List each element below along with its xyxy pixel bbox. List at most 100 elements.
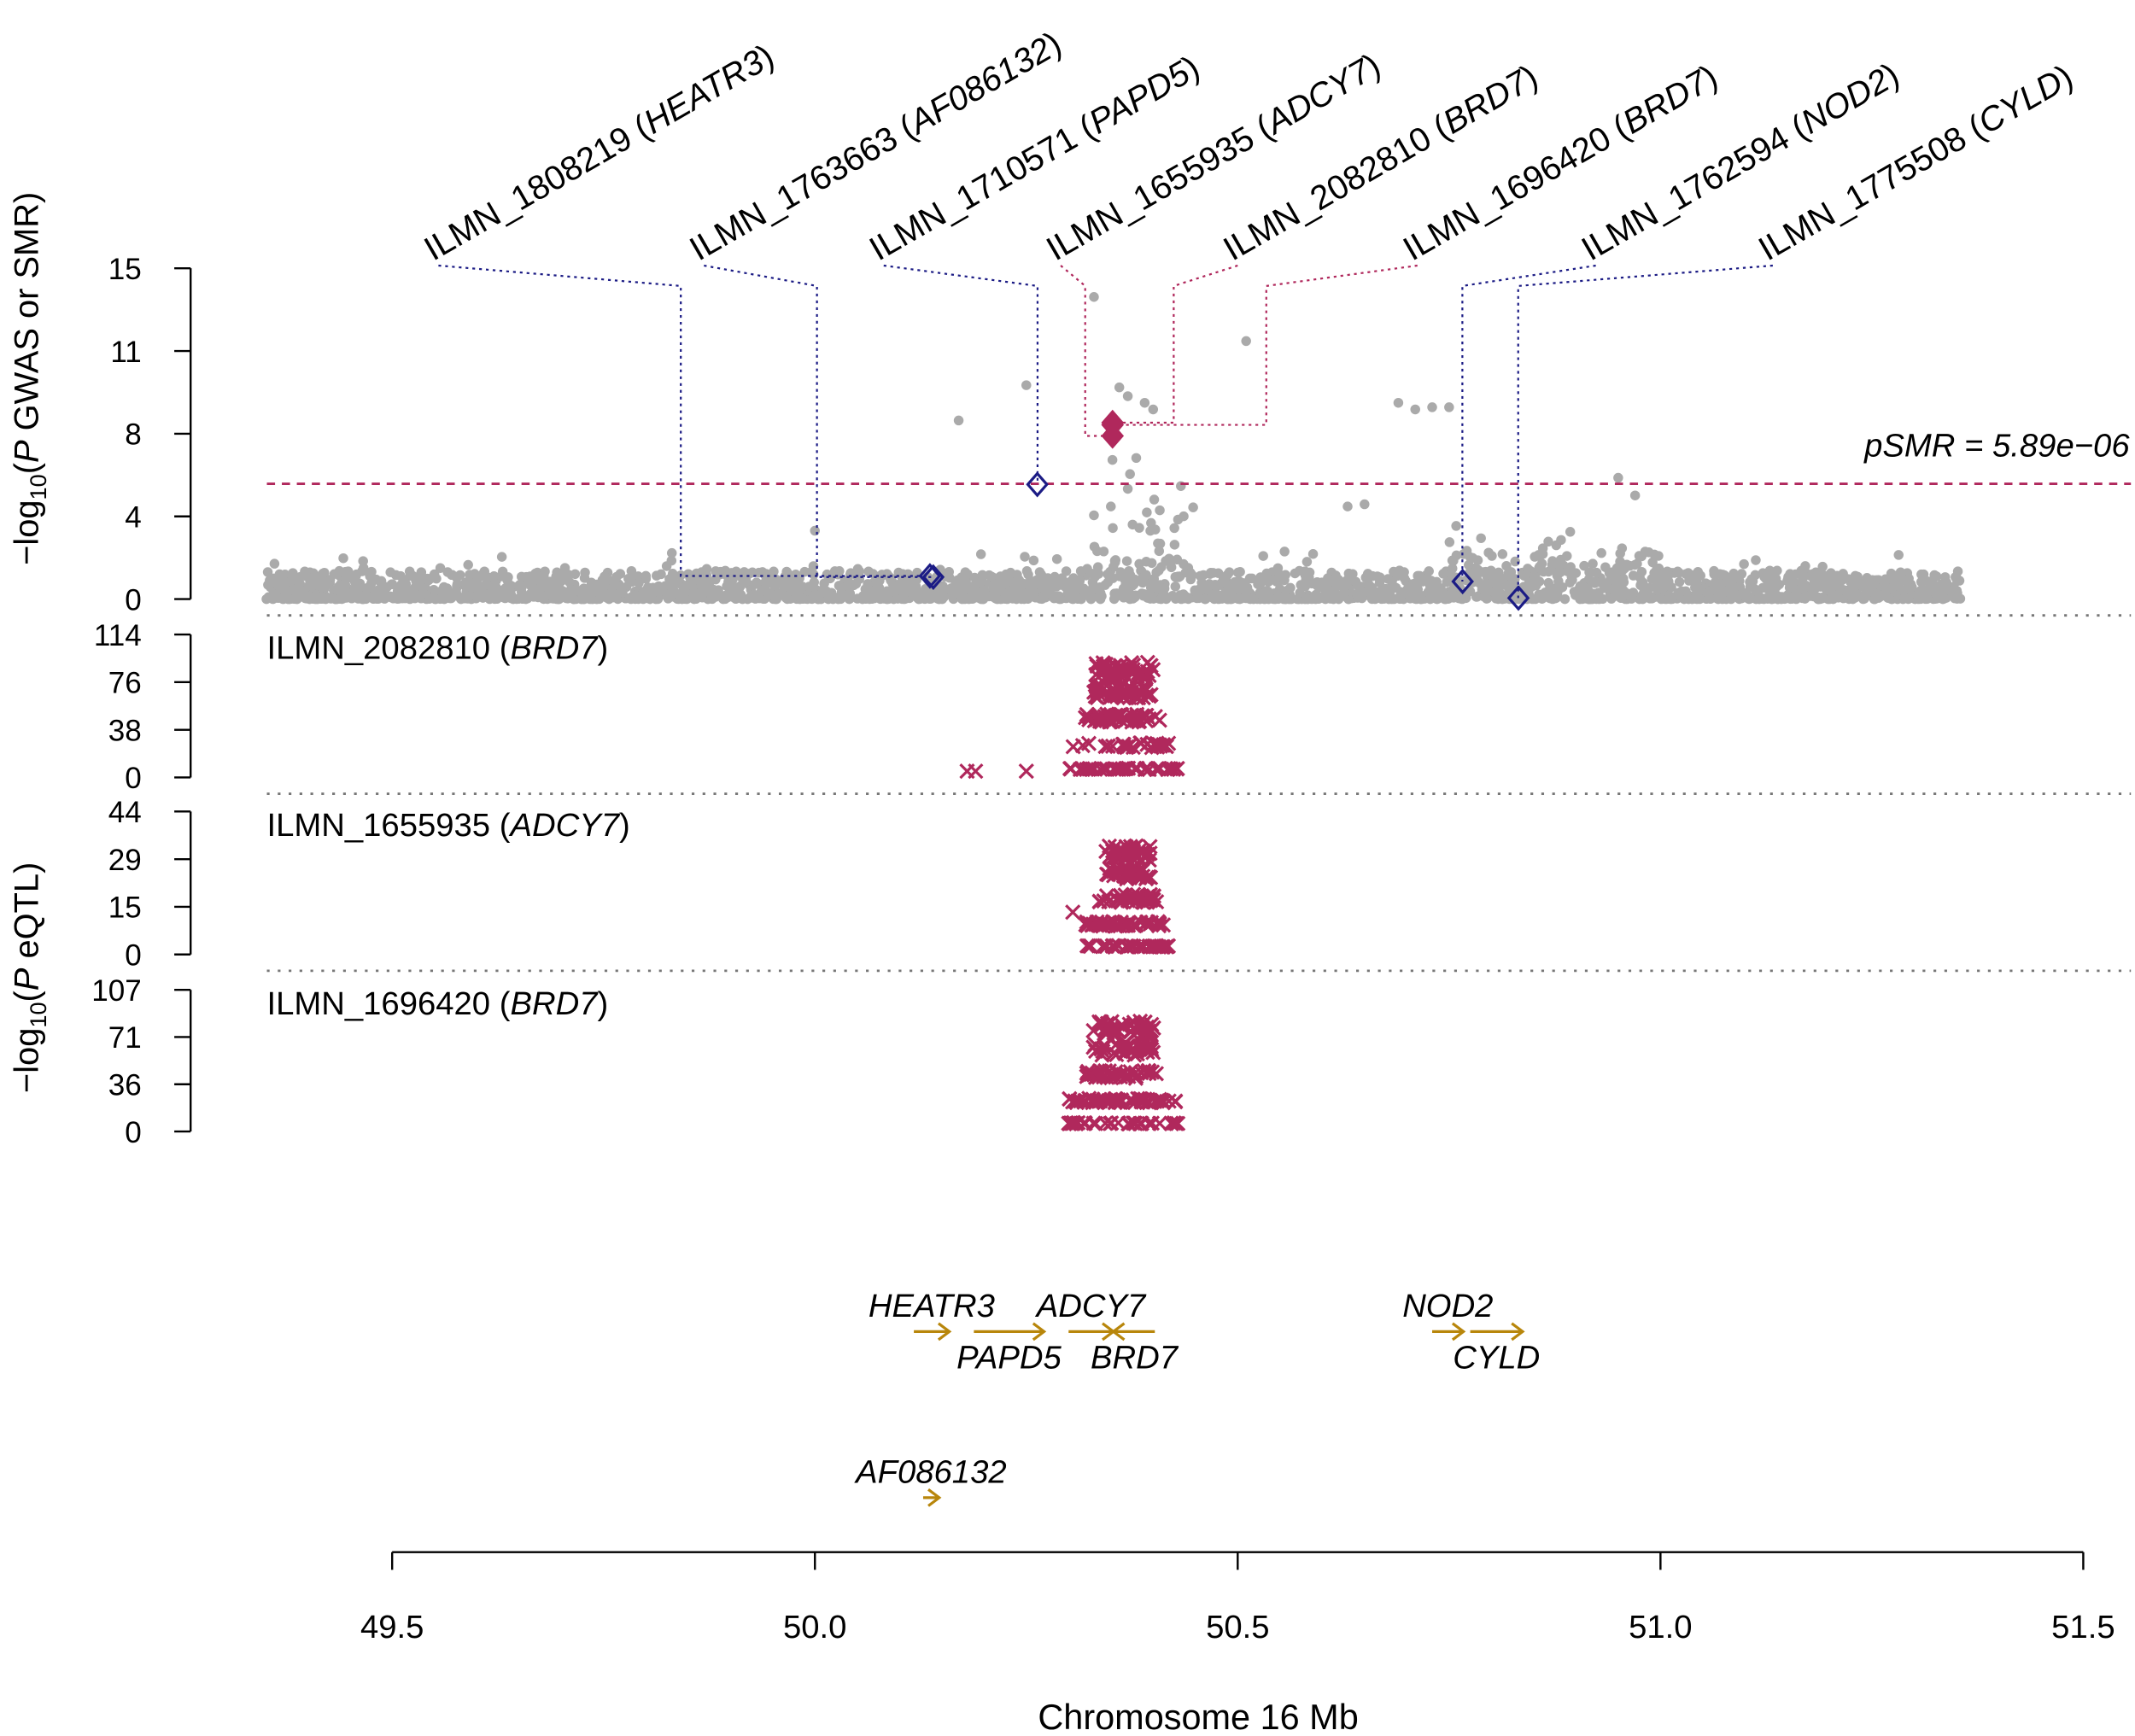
gwas-point (1011, 583, 1021, 593)
gwas-point (1134, 523, 1144, 533)
gwas-point (1280, 570, 1290, 581)
gwas-point (1579, 560, 1589, 571)
gwas-point (295, 578, 305, 588)
gwas-point (564, 577, 575, 587)
gwas-point (477, 593, 488, 603)
gwas-point (465, 570, 475, 580)
gwas-point (1451, 521, 1461, 531)
gwas-point (1716, 593, 1727, 604)
gwas-point (994, 585, 1004, 596)
gwas-point (1471, 592, 1482, 602)
gwas-point (1154, 546, 1165, 557)
gwas-point (1263, 576, 1274, 587)
gwas-point (702, 583, 712, 593)
eqtl-point (1092, 761, 1108, 777)
gwas-point (538, 593, 549, 605)
gwas-point (1170, 582, 1181, 592)
gwas-point (1647, 557, 1658, 568)
gwas-point (1232, 579, 1243, 589)
gwas-point (720, 593, 730, 605)
gwas-point (1413, 584, 1424, 594)
gwas-point (1427, 402, 1437, 412)
gwas-point (956, 593, 968, 605)
eqtl-point (1141, 1115, 1157, 1131)
gwas-point (1565, 562, 1576, 572)
gwas-point (1496, 589, 1507, 599)
gwas-point (851, 578, 862, 589)
eqtl-point (1140, 890, 1157, 907)
gwas-point (1705, 586, 1715, 597)
gwas-point (1790, 569, 1801, 580)
x-tick-label: 50.0 (783, 1609, 846, 1645)
probe-label: ILMN_1762594 (NOD2) (1576, 56, 1905, 268)
gwas-point (1649, 568, 1659, 578)
y-tick-label: 0 (125, 938, 142, 972)
gwas-point (1461, 546, 1472, 556)
gwas-point (1188, 502, 1198, 512)
gwas-point (711, 592, 721, 602)
gwas-point (1295, 587, 1305, 599)
eqtl-point (1116, 739, 1132, 755)
gwas-point (1609, 591, 1620, 601)
eqtl-point (1063, 1115, 1080, 1131)
eqtl-point (1089, 682, 1105, 699)
gwas-point (1628, 570, 1639, 581)
gwas-point (1745, 582, 1756, 592)
gwas-point (1149, 574, 1160, 584)
gwas-point (552, 571, 562, 582)
gwas-point (983, 591, 994, 602)
gene-arrow (922, 1488, 942, 1507)
gwas-point (1537, 549, 1548, 559)
gwas-point (604, 593, 614, 605)
y-tick-label: 8 (125, 418, 142, 452)
gwas-point (530, 568, 541, 579)
gwas-point (1105, 571, 1115, 582)
eqtl-point (1094, 661, 1111, 678)
gwas-point (1613, 472, 1623, 483)
gwas-point (1833, 593, 1844, 603)
gwas-point (496, 552, 507, 562)
gwas-point (288, 568, 298, 578)
gwas-point (559, 563, 570, 573)
gwas-point (727, 576, 737, 587)
gwas-point (1200, 593, 1210, 605)
gwas-point (1215, 593, 1225, 603)
gwas-point (656, 569, 666, 580)
gwas-point (1156, 562, 1167, 572)
gwas-point (1325, 593, 1336, 604)
gwas-point (471, 578, 483, 588)
gwas-point (1925, 586, 1935, 596)
eqtl-point (1079, 938, 1095, 954)
gene-label: HEATR3 (869, 1288, 995, 1324)
gwas-point (416, 567, 427, 577)
gwas-point (1519, 570, 1530, 582)
gene-arrow (1470, 1322, 1525, 1341)
gwas-point (1360, 499, 1370, 510)
gwas-point (1567, 575, 1577, 585)
gwas-point (1728, 573, 1739, 583)
gwas-point (1146, 517, 1156, 529)
gwas-point (1021, 380, 1032, 390)
gene-arrow (974, 1322, 1047, 1341)
gwas-point (1021, 578, 1032, 589)
gwas-point (337, 567, 348, 577)
gwas-point (959, 573, 970, 583)
gwas-point (1169, 540, 1180, 550)
gwas-point (667, 569, 678, 579)
gene-CYLD: CYLD (1453, 1322, 1540, 1376)
gwas-point (418, 588, 429, 599)
gwas-point (1410, 404, 1420, 415)
gwas-point (899, 587, 910, 598)
gwas-point (1179, 558, 1189, 570)
top-y-axis-title: −log10(P GWAS or SMR) (9, 192, 52, 565)
gwas-point (915, 587, 926, 598)
gwas-point (1828, 577, 1839, 588)
gwas-point (1442, 576, 1452, 587)
gwas-point (1122, 391, 1133, 401)
eqtl-point (1082, 938, 1099, 954)
gwas-point (1148, 404, 1159, 415)
gwas-point (1173, 572, 1184, 582)
gwas-point (1530, 552, 1540, 562)
eqtl-point (1079, 706, 1095, 722)
gwas-point (1050, 591, 1061, 602)
